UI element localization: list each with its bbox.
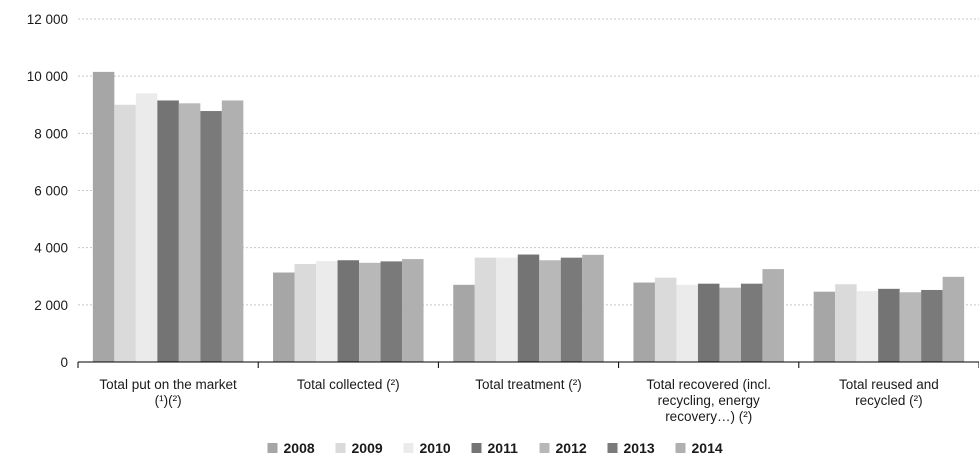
legend-label-2009: 2009: [352, 440, 383, 456]
bar-2012: [359, 262, 381, 362]
legend-label-2012: 2012: [556, 440, 587, 456]
category-label: Total reused and recycled (²): [839, 377, 939, 408]
bar-2013: [921, 289, 943, 362]
bar-2009: [835, 284, 857, 362]
bar-2014: [942, 276, 965, 362]
bar-2014: [402, 259, 424, 362]
bar-2014: [582, 254, 604, 362]
legend-swatch-2013: [607, 443, 618, 453]
category-label: Total put on the market (¹)(²): [99, 377, 237, 408]
category-labels: Total put on the market (¹)(²) Total colle…: [99, 377, 938, 424]
legend-swatch-2011: [471, 443, 482, 453]
x-axis: [77, 361, 979, 368]
bar-2011: [878, 288, 900, 362]
bar-2012: [539, 260, 561, 362]
bar-2008: [92, 71, 115, 362]
legend-swatch-2014: [675, 443, 686, 453]
bar-2010: [676, 284, 698, 362]
bar-2014: [762, 269, 784, 362]
bar-2011: [697, 283, 720, 362]
bar-2010: [496, 257, 518, 362]
y-tick-label: 2 000: [34, 298, 68, 313]
bar-2011: [337, 260, 360, 362]
legend-label-2014: 2014: [692, 440, 723, 456]
bar-2008: [813, 291, 836, 362]
bar-2008: [453, 284, 475, 362]
legend-swatch-2008: [267, 443, 278, 453]
bar-2010: [135, 93, 158, 362]
category-label: Total collected (²): [297, 377, 400, 392]
bar-2010: [316, 261, 338, 362]
bar-2009: [114, 104, 136, 362]
legend-label-2010: 2010: [420, 440, 451, 456]
bar-2012: [178, 103, 201, 362]
legend-label-2011: 2011: [488, 440, 519, 456]
y-tick-label: 10 000: [27, 69, 68, 84]
y-axis-ticks: 0 2 000 4 000 6 000 8 000 10 000 12 000: [27, 12, 68, 370]
category-label: Total recovered (incl. recycling, energy r…: [646, 377, 771, 424]
legend-swatch-2009: [335, 443, 346, 453]
bar-2013: [560, 257, 583, 362]
y-tick-label: 8 000: [34, 126, 68, 141]
legend-swatch-2012: [539, 443, 550, 453]
bar-2009: [294, 263, 317, 362]
bar-2011: [517, 254, 540, 362]
bar-2008: [273, 272, 295, 362]
bar-2011: [157, 100, 179, 363]
bar-2010: [856, 291, 879, 362]
bar-2009: [474, 257, 497, 362]
bar-2009: [654, 277, 677, 362]
bar-2014: [221, 100, 244, 363]
bar-2013: [740, 283, 763, 362]
bar-2013: [200, 111, 222, 362]
bar-2012: [719, 287, 741, 362]
bars: [92, 71, 965, 363]
bar-2008: [633, 282, 655, 362]
y-tick-label: 6 000: [34, 184, 68, 199]
legend: 2008 2009 2010 2011 2012 2013 2014: [267, 440, 723, 456]
y-tick-label: 12 000: [27, 12, 68, 27]
bar-2013: [380, 261, 403, 362]
legend-label-2008: 2008: [284, 440, 315, 456]
legend-label-2013: 2013: [624, 440, 655, 456]
legend-swatch-2010: [403, 443, 414, 453]
bar-2012: [899, 292, 922, 362]
y-tick-label: 0: [60, 355, 68, 370]
y-tick-label: 4 000: [34, 241, 68, 256]
category-label: Total treatment (²): [475, 377, 582, 392]
